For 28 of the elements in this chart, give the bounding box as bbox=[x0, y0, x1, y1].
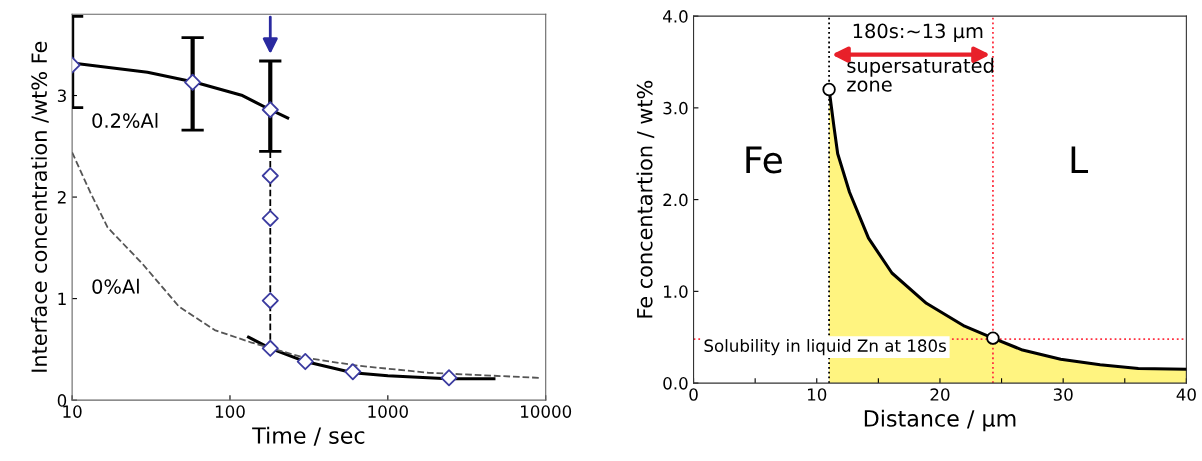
x-tick-label: 40 bbox=[1176, 388, 1196, 401]
annotation: 180s:∼13 μm bbox=[853, 23, 983, 43]
annotation: 0%Al bbox=[92, 278, 139, 294]
x-tick-label: 100 bbox=[215, 405, 245, 418]
x-tick-label: 10 bbox=[63, 405, 82, 418]
y-tick-label: 3 bbox=[57, 89, 66, 103]
x-tick-label: 10000 bbox=[521, 405, 572, 418]
y-tick-label: 3.0 bbox=[663, 101, 688, 115]
y-tick-label: 4.0 bbox=[663, 10, 688, 23]
y-tick-label: 2 bbox=[57, 191, 66, 204]
y-axis-title: Interface concentration /wt% Fe bbox=[30, 41, 49, 372]
x-axis-title: Time / sec bbox=[252, 426, 365, 446]
y-tick-label: 1 bbox=[58, 292, 66, 305]
ref-line-label: Solubility in liquid Zn at 180s bbox=[704, 339, 946, 356]
y-tick-label: 2.0 bbox=[663, 193, 688, 207]
annotation: Fe bbox=[746, 146, 782, 174]
x-tick-label: 20 bbox=[930, 388, 950, 401]
y-axis-title: Fe concentartion / wt% bbox=[636, 80, 655, 318]
y-tick-label: 1.0 bbox=[664, 285, 688, 298]
y-tick-label: 0.0 bbox=[663, 377, 688, 390]
x-tick-label: 30 bbox=[1053, 388, 1073, 401]
x-tick-label: 10 bbox=[807, 388, 827, 401]
annotation: 0.2%Al bbox=[92, 112, 158, 128]
x-tick-label: 0 bbox=[689, 388, 698, 401]
annotation: supersaturated zone bbox=[847, 57, 994, 92]
x-axis-title: Distance / µm bbox=[864, 409, 1016, 432]
annotation: L bbox=[1071, 146, 1089, 173]
x-tick-label: 1000 bbox=[368, 405, 408, 418]
